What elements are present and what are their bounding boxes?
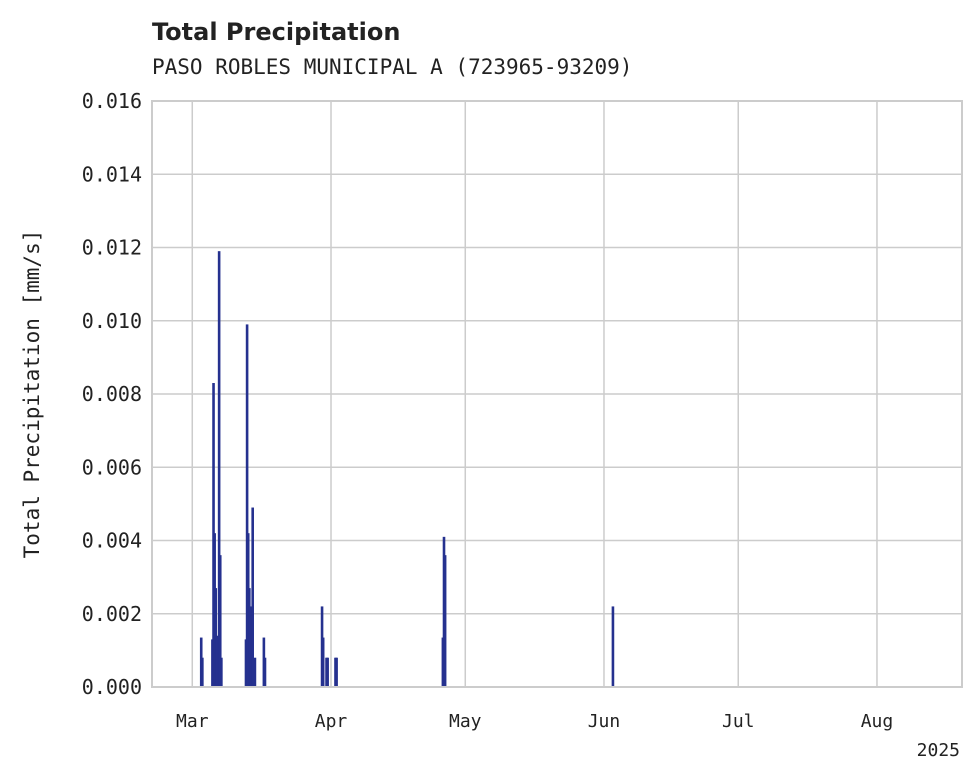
y-tick-label: 0.004 xyxy=(82,529,142,553)
precipitation-bar xyxy=(201,657,204,687)
y-axis-ticks: 0.000 0.002 0.004 0.006 0.008 0.010 0.012 0.014… xyxy=(82,89,142,699)
y-tick-label: 0.008 xyxy=(82,382,142,406)
precipitation-bar xyxy=(220,657,223,687)
y-tick-label: 0.014 xyxy=(82,162,142,186)
x-tick-label: Jul xyxy=(722,711,755,732)
y-tick-label: 0.010 xyxy=(82,309,142,333)
precipitation-bar xyxy=(335,657,338,687)
precipitation-bar xyxy=(248,588,251,687)
precipitation-bar xyxy=(443,555,447,687)
precipitation-bars xyxy=(199,251,615,687)
x-tick-label: Apr xyxy=(315,711,348,732)
chart-title: Total Precipitation xyxy=(152,18,400,46)
plot-frame xyxy=(151,100,963,688)
y-tick-label: 0.000 xyxy=(82,675,142,699)
precipitation-bar xyxy=(321,637,325,687)
precipitation-bar xyxy=(263,657,267,687)
chart-subtitle: PASO ROBLES MUNICIPAL A (723965-93209) xyxy=(152,55,632,79)
y-tick-label: 0.002 xyxy=(82,602,142,626)
y-axis-label: Total Precipitation [mm/s] xyxy=(20,230,44,559)
x-axis-year-label: 2025 xyxy=(917,740,960,761)
x-tick-label: May xyxy=(449,711,482,732)
precipitation-bar xyxy=(215,635,219,687)
precipitation-bar xyxy=(218,555,222,687)
x-tick-label: Jun xyxy=(588,711,621,732)
y-tick-label: 0.016 xyxy=(82,89,142,113)
precipitation-bar xyxy=(251,507,254,687)
x-tick-label: Aug xyxy=(861,711,894,732)
x-tick-label: Mar xyxy=(176,711,209,732)
precipitation-bar xyxy=(253,657,257,687)
y-tick-label: 0.012 xyxy=(82,236,142,260)
y-tick-label: 0.006 xyxy=(82,455,142,479)
precipitation-bar xyxy=(611,606,615,687)
precipitation-bar xyxy=(326,657,329,687)
precipitation-bar xyxy=(245,324,249,687)
x-axis-ticks: Mar Apr May Jun Jul Aug xyxy=(176,711,893,732)
precipitation-bar xyxy=(217,251,221,687)
grid-lines xyxy=(152,100,962,688)
